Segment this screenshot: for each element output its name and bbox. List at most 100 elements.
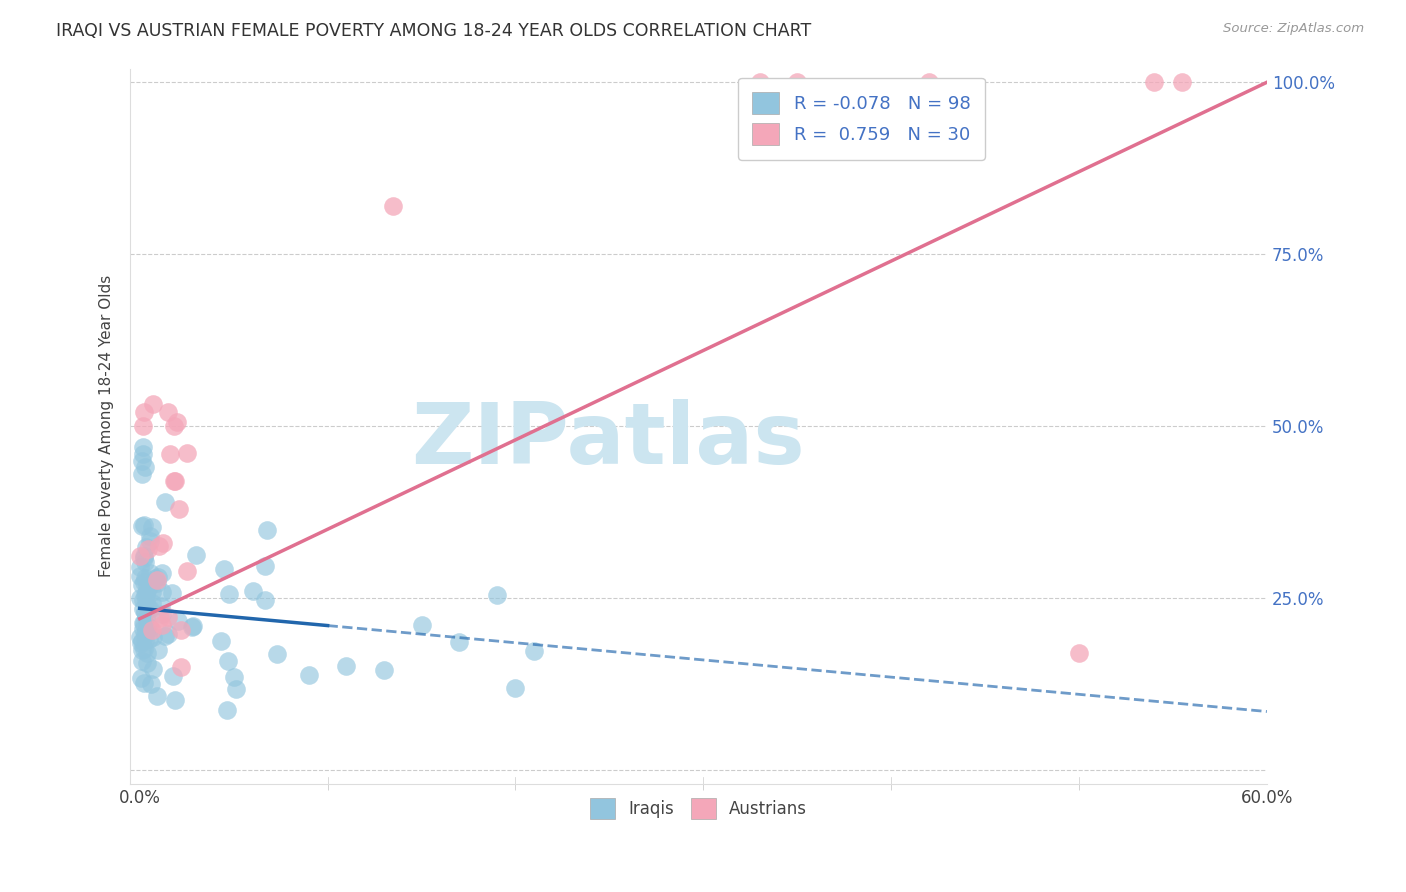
Point bbox=[146, 690, 169, 704]
Point bbox=[138, 632, 160, 646]
Point bbox=[153, 495, 176, 509]
Point bbox=[142, 630, 165, 644]
Point bbox=[134, 627, 156, 641]
Point bbox=[165, 474, 187, 488]
Point bbox=[150, 607, 173, 621]
Point bbox=[176, 446, 198, 460]
Point bbox=[149, 599, 172, 613]
Point bbox=[298, 668, 321, 682]
Point bbox=[132, 675, 155, 690]
Point bbox=[136, 656, 159, 670]
Point bbox=[139, 621, 162, 635]
Point bbox=[748, 75, 770, 89]
Point bbox=[134, 556, 156, 570]
Point bbox=[139, 677, 162, 691]
Point bbox=[176, 564, 198, 578]
Point bbox=[217, 703, 239, 717]
Point bbox=[141, 623, 163, 637]
Point bbox=[132, 419, 155, 434]
Point bbox=[135, 624, 157, 638]
Point bbox=[156, 609, 179, 624]
Point bbox=[135, 594, 157, 608]
Point bbox=[184, 549, 207, 563]
Point bbox=[132, 549, 155, 564]
Point bbox=[131, 453, 153, 467]
Point bbox=[786, 75, 808, 89]
Point bbox=[156, 405, 179, 419]
Point bbox=[148, 569, 170, 583]
Point bbox=[136, 601, 159, 615]
Point bbox=[129, 559, 152, 574]
Point bbox=[132, 440, 155, 454]
Point bbox=[170, 624, 193, 638]
Y-axis label: Female Poverty Among 18-24 Year Olds: Female Poverty Among 18-24 Year Olds bbox=[100, 275, 114, 577]
Point bbox=[131, 634, 153, 648]
Point bbox=[141, 520, 163, 534]
Point bbox=[166, 415, 188, 429]
Point bbox=[162, 669, 184, 683]
Point bbox=[136, 541, 159, 556]
Point bbox=[167, 614, 190, 628]
Point bbox=[180, 620, 202, 634]
Point bbox=[132, 642, 155, 657]
Point bbox=[159, 447, 181, 461]
Point bbox=[139, 529, 162, 543]
Point bbox=[160, 586, 183, 600]
Point bbox=[141, 596, 163, 610]
Point bbox=[139, 601, 162, 615]
Point bbox=[146, 575, 169, 590]
Point bbox=[253, 593, 276, 607]
Point bbox=[132, 615, 155, 630]
Point bbox=[162, 474, 184, 488]
Point bbox=[129, 630, 152, 644]
Point bbox=[373, 663, 395, 677]
Point bbox=[162, 419, 184, 434]
Point bbox=[131, 467, 153, 482]
Point bbox=[132, 622, 155, 636]
Point bbox=[212, 562, 235, 576]
Point bbox=[134, 575, 156, 590]
Point bbox=[163, 692, 186, 706]
Point bbox=[253, 559, 276, 574]
Point bbox=[167, 501, 190, 516]
Point bbox=[523, 644, 546, 658]
Point bbox=[129, 636, 152, 650]
Point bbox=[135, 619, 157, 633]
Point bbox=[134, 588, 156, 602]
Point bbox=[485, 588, 508, 602]
Point bbox=[134, 633, 156, 648]
Point bbox=[411, 618, 433, 632]
Text: ZIPatlas: ZIPatlas bbox=[411, 399, 804, 482]
Point bbox=[129, 549, 152, 563]
Point bbox=[139, 533, 162, 548]
Point bbox=[150, 617, 173, 632]
Point bbox=[146, 642, 169, 657]
Point bbox=[141, 585, 163, 599]
Point bbox=[918, 75, 941, 89]
Point bbox=[136, 584, 159, 599]
Point bbox=[1143, 75, 1166, 89]
Point bbox=[128, 591, 150, 606]
Point bbox=[134, 404, 156, 418]
Point bbox=[150, 584, 173, 599]
Point bbox=[132, 517, 155, 532]
Legend: Iraqis, Austrians: Iraqis, Austrians bbox=[583, 792, 814, 825]
Point bbox=[217, 654, 239, 668]
Point bbox=[148, 539, 170, 553]
Point bbox=[335, 659, 357, 673]
Point bbox=[131, 519, 153, 533]
Point bbox=[132, 447, 155, 461]
Point bbox=[242, 583, 264, 598]
Point bbox=[382, 199, 405, 213]
Point bbox=[134, 606, 156, 620]
Point bbox=[148, 611, 170, 625]
Point bbox=[135, 540, 157, 554]
Point bbox=[131, 578, 153, 592]
Point bbox=[218, 587, 240, 601]
Point bbox=[1171, 75, 1194, 89]
Point bbox=[139, 578, 162, 592]
Text: IRAQI VS AUSTRIAN FEMALE POVERTY AMONG 18-24 YEAR OLDS CORRELATION CHART: IRAQI VS AUSTRIAN FEMALE POVERTY AMONG 1… bbox=[56, 22, 811, 40]
Point bbox=[142, 662, 165, 676]
Point bbox=[132, 593, 155, 607]
Point bbox=[145, 573, 167, 587]
